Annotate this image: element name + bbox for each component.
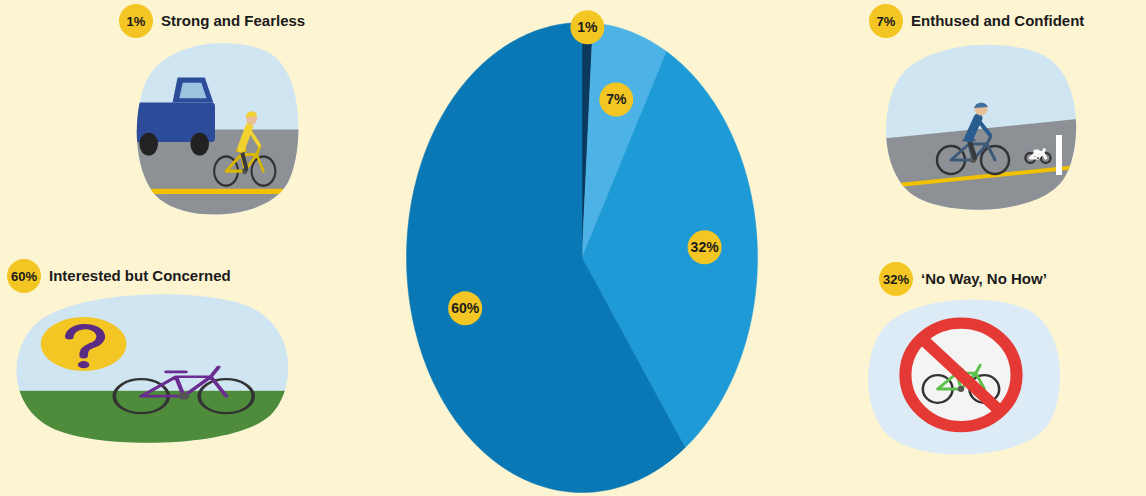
svg-text:32%: 32% [883, 272, 909, 287]
svg-text:1%: 1% [577, 19, 598, 35]
svg-text:60%: 60% [11, 269, 37, 284]
svg-text:7%: 7% [877, 14, 896, 29]
svg-text:32%: 32% [691, 239, 720, 255]
svg-text:1%: 1% [127, 14, 146, 29]
svg-text:Enthused and Confident: Enthused and Confident [911, 12, 1084, 29]
svg-text:Interested but Concerned: Interested but Concerned [49, 267, 231, 284]
svg-text:7%: 7% [606, 91, 627, 107]
svg-text:60%: 60% [451, 300, 480, 316]
svg-text:‘No Way, No How’: ‘No Way, No How’ [921, 270, 1047, 287]
svg-text:Strong and Fearless: Strong and Fearless [161, 12, 305, 29]
